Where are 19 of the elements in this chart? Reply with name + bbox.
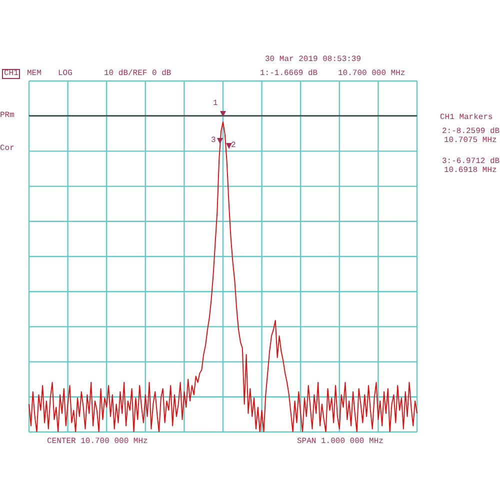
text: 2:-8.2599 dB <box>442 127 500 136</box>
text: MEM <box>27 69 42 78</box>
text: CH1 <box>2 69 20 79</box>
annotation: 2 <box>231 141 236 150</box>
text: PRm <box>0 111 14 120</box>
text: CENTER 10.700 000 MHz <box>47 437 148 446</box>
text: 3:-6.9712 dB <box>442 157 500 166</box>
text: 1 <box>213 99 218 108</box>
annotation: 3 <box>211 136 216 145</box>
text: LOG <box>58 69 72 78</box>
text: Cor <box>0 144 14 153</box>
text: 10.700 000 MHz <box>338 69 406 78</box>
text: 30 Mar 2019 08:53:39 <box>265 55 362 64</box>
text: SPAN 1.000 000 MHz <box>297 437 384 446</box>
text: CH1 Markers <box>440 113 493 122</box>
text: 10.7075 MHz <box>444 136 497 145</box>
text: 10.6918 MHz <box>444 166 497 175</box>
text: 1:-1.6669 dB <box>260 69 318 78</box>
text: 10 dB/REF 0 dB <box>104 69 172 78</box>
